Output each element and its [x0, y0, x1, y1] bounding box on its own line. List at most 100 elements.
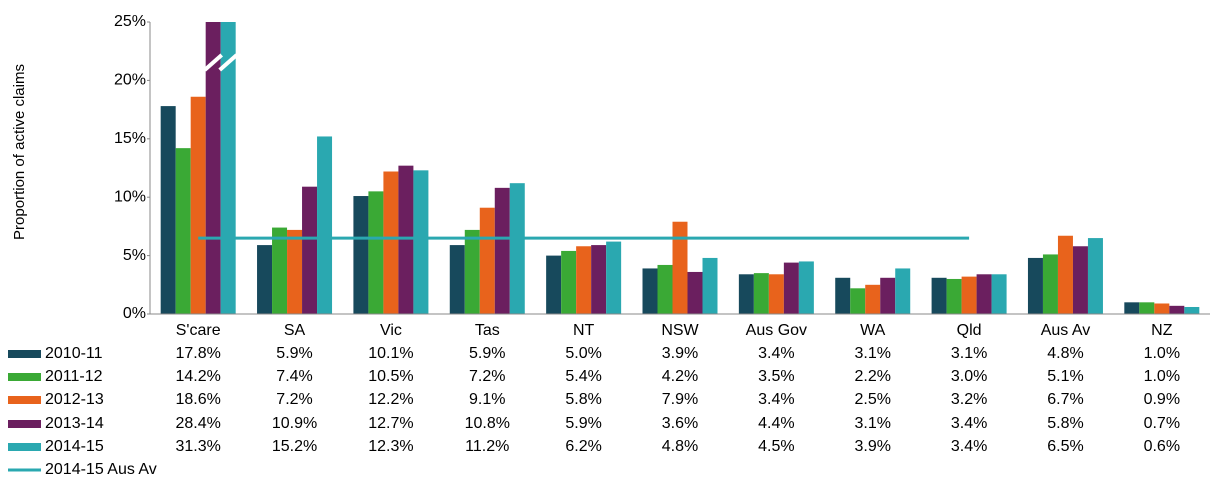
bar	[175, 148, 191, 314]
legend-swatch	[8, 396, 41, 404]
legend-label: 2010-11	[45, 345, 103, 362]
bar	[561, 250, 577, 314]
bar	[753, 273, 769, 314]
data-label: 7.2%	[276, 391, 312, 408]
bar	[190, 96, 206, 314]
bar	[272, 227, 288, 314]
bar	[835, 277, 851, 314]
y-axis-label: Proportion of active claims	[11, 64, 28, 240]
bar	[702, 257, 718, 314]
bar	[783, 262, 799, 314]
data-label: 1.0%	[1144, 368, 1180, 385]
bar	[1154, 303, 1170, 314]
x-tick-label: Tas	[475, 322, 500, 339]
bar	[1042, 254, 1058, 314]
data-label: 3.5%	[758, 368, 794, 385]
legend-label: 2013-14	[45, 415, 104, 432]
data-label: 6.7%	[1047, 391, 1083, 408]
data-label: 17.8%	[175, 345, 220, 362]
data-label: 10.5%	[368, 368, 413, 385]
bar	[1184, 306, 1200, 314]
bar	[220, 22, 236, 314]
data-label: 9.1%	[469, 391, 505, 408]
bar	[353, 196, 369, 314]
data-label: 11.2%	[465, 438, 509, 455]
bar	[991, 274, 1007, 314]
data-label: 7.2%	[469, 368, 505, 385]
bar	[317, 136, 333, 314]
data-label: 5.0%	[565, 345, 601, 362]
legend-swatch	[8, 350, 41, 358]
bar	[591, 245, 607, 314]
bar	[1139, 302, 1155, 314]
data-label: 6.5%	[1047, 438, 1083, 455]
data-label: 4.8%	[662, 438, 698, 455]
axis-break	[218, 53, 239, 72]
data-label: 4.2%	[662, 368, 698, 385]
data-label: 12.2%	[368, 391, 413, 408]
bar	[961, 276, 977, 314]
data-label: 3.2%	[951, 391, 987, 408]
data-label: 0.6%	[1144, 438, 1180, 455]
bar	[368, 191, 384, 314]
x-tick-label: S'care	[176, 322, 221, 339]
data-label: 3.0%	[951, 368, 987, 385]
bar	[398, 165, 414, 314]
x-tick-label: Vic	[380, 322, 402, 339]
legend-label: 2012-13	[45, 391, 104, 408]
bar	[606, 241, 622, 314]
bar	[687, 271, 703, 314]
data-label: 18.6%	[175, 391, 220, 408]
data-label: 10.9%	[272, 415, 317, 432]
bar	[413, 170, 429, 314]
data-label: 2.2%	[854, 368, 890, 385]
x-tick-label: NSW	[661, 322, 699, 339]
data-label: 0.7%	[1144, 415, 1180, 432]
bar	[931, 277, 947, 314]
y-tick-label: 10%	[114, 188, 146, 205]
data-label: 14.2%	[175, 368, 220, 385]
data-label: 3.9%	[662, 345, 698, 362]
bar	[1087, 238, 1103, 314]
x-tick-label: Aus Gov	[746, 322, 807, 339]
bar	[449, 245, 465, 314]
bar	[160, 106, 176, 314]
y-tick-label: 25%	[114, 13, 146, 30]
data-label: 31.3%	[175, 438, 220, 455]
legend-swatch	[8, 373, 41, 381]
bar	[546, 255, 562, 314]
data-label: 2.5%	[854, 391, 890, 408]
bar	[464, 229, 480, 314]
data-label: 5.8%	[1047, 415, 1083, 432]
x-tick-label: SA	[284, 322, 306, 339]
bar	[880, 277, 896, 314]
data-label: 3.1%	[951, 345, 987, 362]
data-label: 3.1%	[854, 415, 890, 432]
bar	[1072, 246, 1088, 314]
bar	[1057, 235, 1073, 314]
legend-label: 2014-15	[45, 438, 104, 455]
data-label: 12.3%	[368, 438, 413, 455]
data-label: 4.5%	[758, 438, 794, 455]
data-label: 3.4%	[758, 391, 794, 408]
y-tick-label: 15%	[114, 130, 146, 147]
bar	[302, 186, 318, 314]
bar	[672, 221, 688, 314]
axis-break	[203, 53, 224, 72]
data-label: 5.4%	[565, 368, 601, 385]
bar	[895, 268, 911, 314]
y-tick-label: 20%	[114, 72, 146, 89]
bar	[1027, 257, 1043, 314]
data-label: 4.4%	[758, 415, 794, 432]
bar	[798, 261, 814, 314]
data-label: 12.7%	[368, 415, 413, 432]
bar	[1124, 302, 1140, 314]
data-label: 1.0%	[1144, 345, 1180, 362]
legend-swatch	[8, 420, 41, 428]
bar	[383, 171, 399, 314]
data-label: 28.4%	[175, 415, 220, 432]
legend-swatch	[8, 443, 41, 451]
bar	[479, 207, 495, 314]
bar	[738, 274, 754, 314]
x-tick-label: Qld	[957, 322, 982, 339]
